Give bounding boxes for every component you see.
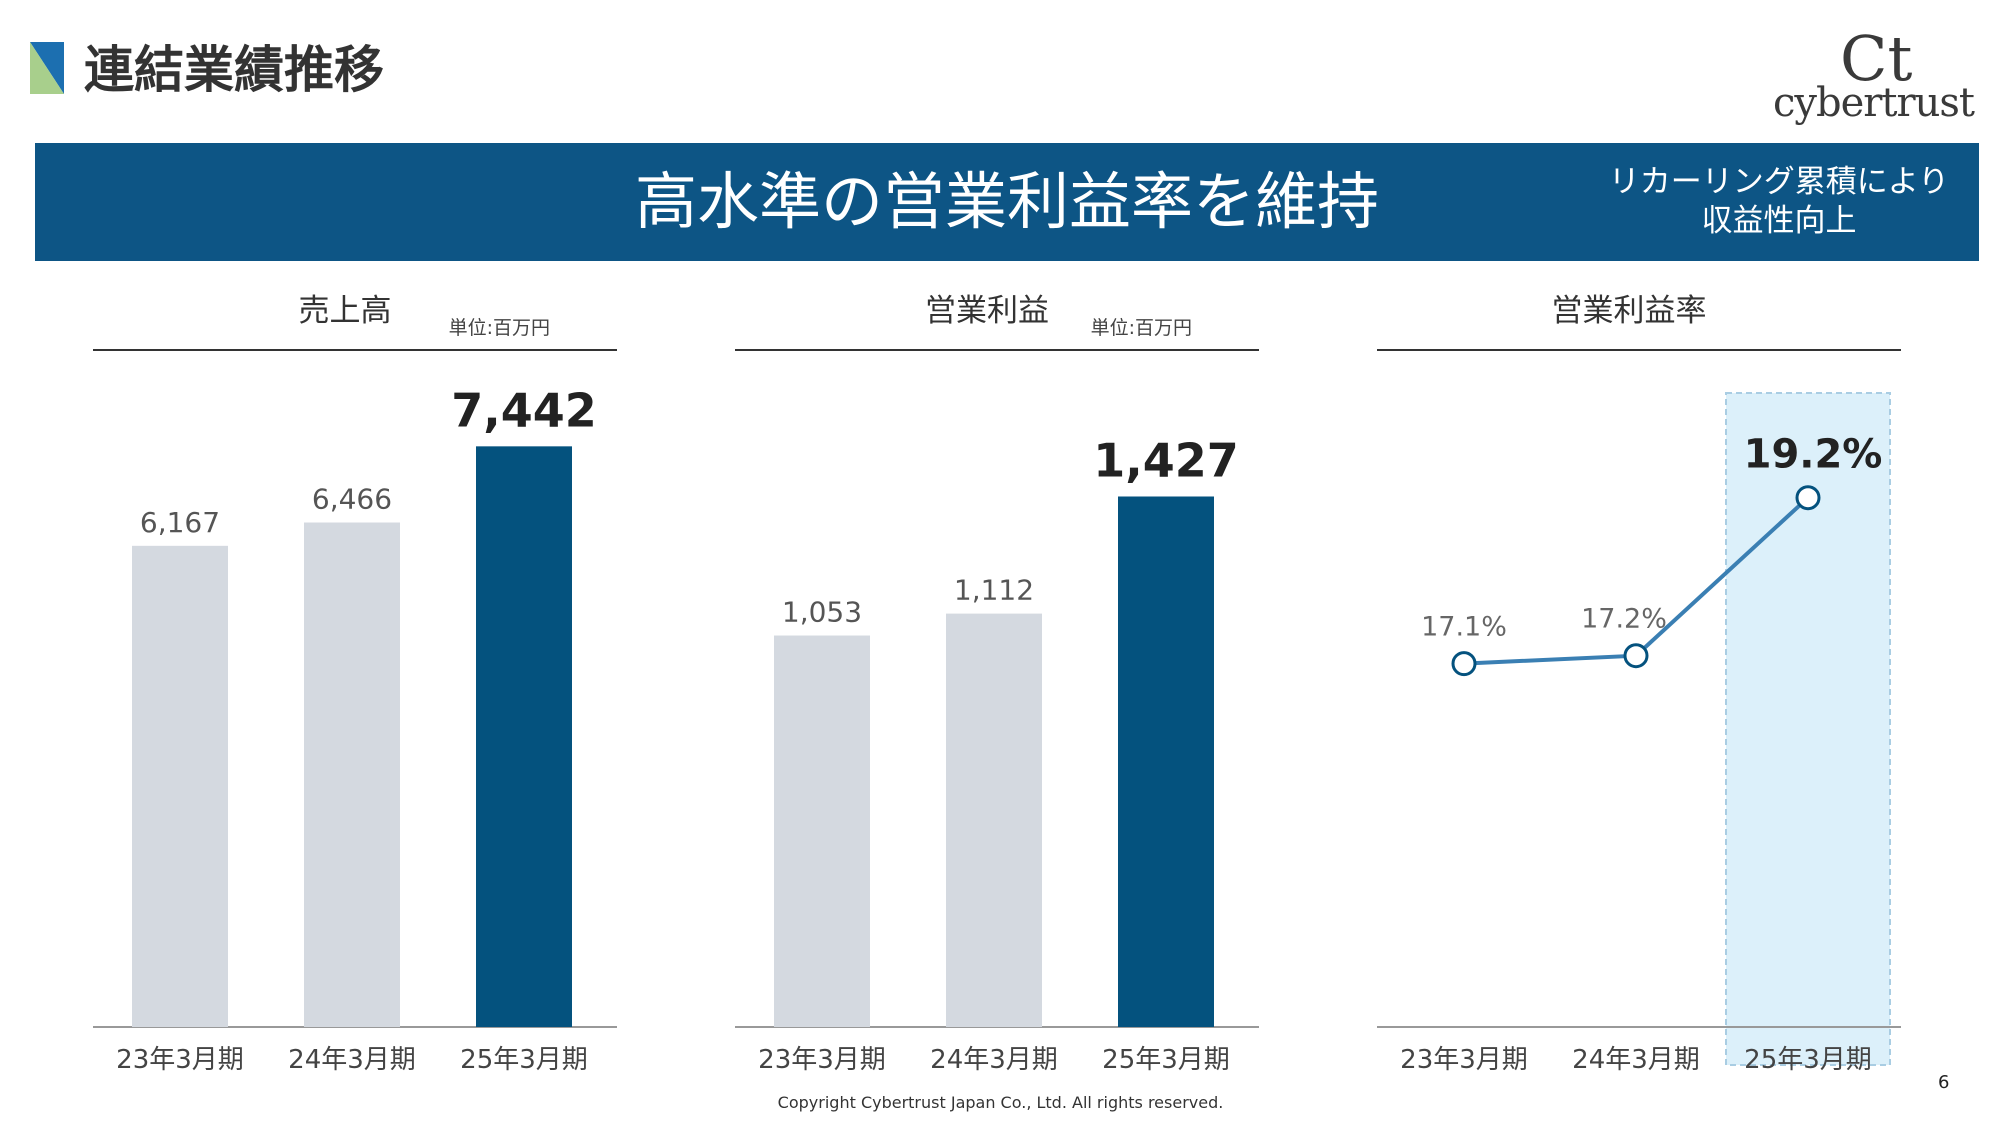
banner-note-line1: リカーリング累積により [1608, 164, 1950, 200]
headline-banner: 高水準の営業利益率を維持 リカーリング累積により 収益性向上 [35, 143, 1979, 261]
bar-value-label-3: 7,442 [451, 383, 597, 437]
page-number: 6 [1938, 1072, 1950, 1093]
x-tick-label-1: 23年3月期 [116, 1045, 244, 1075]
operating-margin-chart: 17.1% 17.2% 19.2% 23年3月期 24年3月期 25年3月期 [1377, 392, 1901, 1075]
page-title: 連結業績推移 [84, 41, 384, 99]
bar-1 [774, 635, 870, 1027]
x-tick-label-1: 23年3月期 [758, 1045, 886, 1075]
bar-value-label-1: 1,053 [782, 596, 862, 629]
operating-profit-chart-panel: 営業利益 単位:百万円 1,053 1,112 1,427 23年3月期 24年3月期 2… [677, 285, 1297, 1075]
revenue-chart-panel: 売上高 単位:百万円 6,167 6,466 7,442 23年3月期 24年3月期 25… [35, 285, 655, 1075]
operating-margin-title-rule [1377, 349, 1901, 351]
x-tick-label-3: 25年3月期 [1744, 1045, 1872, 1075]
revenue-chart-title: 売上高 [298, 293, 392, 329]
margin-value-label-3: 19.2% [1744, 432, 1883, 478]
operating-profit-unit-label: 単位:百万円 [1090, 317, 1192, 339]
revenue-chart: 6,167 6,466 7,442 23年3月期 24年3月期 25年3月期 [93, 383, 617, 1075]
bar-2 [946, 613, 1042, 1027]
banner-note: リカーリング累積により 収益性向上 [1599, 163, 1959, 241]
operating-profit-title-rule [735, 349, 1259, 351]
bar-1 [132, 545, 228, 1027]
banner-headline: 高水準の営業利益率を維持 [634, 165, 1379, 238]
bar-value-label-1: 6,167 [140, 506, 220, 539]
x-tick-label-2: 24年3月期 [288, 1045, 416, 1075]
bar-value-label-2: 6,466 [312, 482, 392, 515]
operating-profit-chart: 1,053 1,112 1,427 23年3月期 24年3月期 25年3月期 [735, 433, 1259, 1075]
margin-value-label-2: 17.2% [1581, 604, 1667, 635]
x-tick-label-3: 25年3月期 [460, 1045, 588, 1075]
margin-point-3 [1795, 485, 1821, 511]
logo-wordmark: cybertrust [1773, 80, 1975, 126]
bar-3 [1118, 496, 1214, 1027]
operating-margin-chart-title: 営業利益率 [1551, 293, 1707, 329]
copyright-text: Copyright Cybertrust Japan Co., Ltd. All… [777, 1093, 1224, 1112]
x-tick-label-3: 25年3月期 [1102, 1045, 1230, 1075]
bar-2 [304, 522, 400, 1027]
x-tick-label-2: 24年3月期 [1572, 1045, 1700, 1075]
bar-value-label-2: 1,112 [954, 574, 1034, 607]
banner-note-line2: 収益性向上 [1701, 203, 1857, 239]
operating-profit-chart-title: 営業利益 [925, 293, 1049, 329]
header-triangle-icon [30, 42, 64, 98]
revenue-title-rule [93, 349, 617, 351]
bar-3 [476, 446, 572, 1028]
revenue-unit-label: 単位:百万円 [448, 317, 550, 339]
margin-point-2 [1623, 643, 1649, 669]
cybertrust-logo-icon: Ct [1770, 20, 1970, 135]
x-tick-label-1: 23年3月期 [1400, 1045, 1528, 1075]
operating-margin-chart-panel: 営業利益率 17.1% 17.2% 19.2% 23年3月期 24年3月期 25年3月期 [1319, 285, 1939, 1075]
margin-point-1 [1451, 651, 1477, 677]
bar-value-label-3: 1,427 [1093, 433, 1239, 487]
logo-mark: Ct [1840, 22, 1912, 90]
x-tick-label-2: 24年3月期 [930, 1045, 1058, 1075]
margin-value-label-1: 17.1% [1421, 612, 1507, 643]
